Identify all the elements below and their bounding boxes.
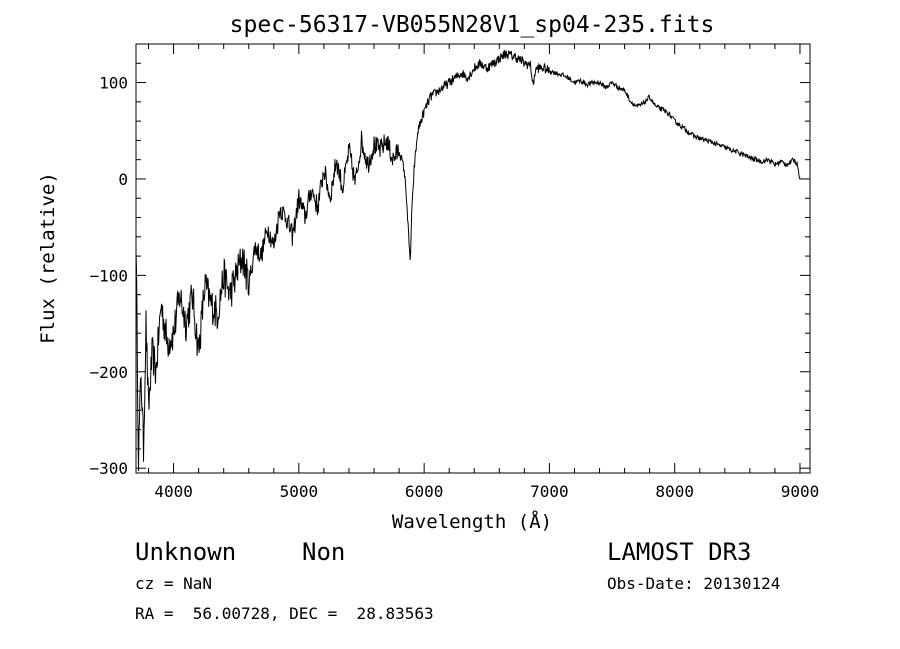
subclass-label: Non (302, 538, 346, 566)
y-axis-label: Flux (relative) (37, 172, 59, 344)
axis-ticks (136, 43, 810, 473)
x-tick-label: 5000 (280, 482, 319, 501)
obs-date-label: Obs-Date: 20130124 (607, 574, 781, 593)
x-tick-label: 4000 (154, 482, 193, 501)
spectrum-line (135, 48, 801, 472)
chart-title: spec-56317-VB055N28V1_sp04-235.fits (230, 12, 715, 38)
y-tick-label: −300 (89, 459, 128, 478)
survey-label: LAMOST DR3 (607, 538, 752, 566)
x-tick-label: 7000 (530, 482, 569, 501)
y-tick-label: −100 (89, 266, 128, 285)
y-tick-labels: 100 0 −100 −200 −300 (89, 74, 128, 479)
x-tick-label: 8000 (655, 482, 694, 501)
y-tick-label: −200 (89, 363, 128, 382)
plot-frame (135, 43, 811, 474)
x-tick-labels: 4000 5000 6000 7000 8000 9000 (154, 482, 819, 501)
x-tick-label: 9000 (781, 482, 820, 501)
classification-label: Unknown (135, 538, 237, 566)
x-tick-label: 6000 (405, 482, 444, 501)
y-tick-label: 100 (99, 74, 128, 93)
y-tick-label: 0 (118, 170, 128, 189)
coordinates-label: RA = 56.00728, DEC = 28.83563 (135, 604, 434, 623)
x-axis-label: Wavelength (Å) (392, 510, 552, 533)
redshift-label: cz = NaN (135, 574, 213, 593)
